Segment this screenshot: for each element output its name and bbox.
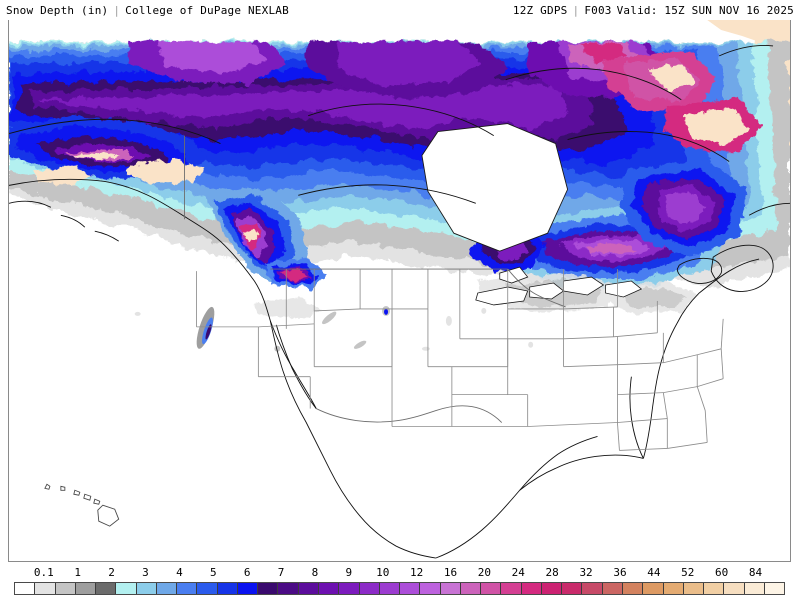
colorbar-swatch[interactable] bbox=[217, 583, 238, 594]
cascades-snow bbox=[264, 257, 327, 290]
colorbar-tick-label: 4 bbox=[176, 566, 183, 579]
colorbar-swatch[interactable] bbox=[15, 583, 36, 594]
colorbar-swatch[interactable] bbox=[75, 583, 97, 594]
colorbar-swatch[interactable] bbox=[35, 583, 56, 594]
colorbar-tick-label: 24 bbox=[511, 566, 525, 579]
colorbar-swatch[interactable] bbox=[521, 583, 542, 594]
colorbar-tick-labels: 0.1 1 2 3 4 5 6 7 8 9 10 12 16 20 24 28 32 36 44 52 60 84 bbox=[8, 566, 791, 581]
colorbar-tick-label: 2 bbox=[108, 566, 115, 579]
colorbar-swatch[interactable] bbox=[318, 583, 340, 594]
product-title: Snow Depth (in) bbox=[6, 3, 109, 17]
colorbar-swatch[interactable] bbox=[278, 583, 299, 594]
hudson-bay-water bbox=[421, 123, 569, 252]
colorbar-swatches[interactable] bbox=[14, 582, 785, 595]
colorbar-swatch[interactable] bbox=[420, 583, 441, 594]
colorbar-tick-label: 10 bbox=[376, 566, 390, 579]
colorbar-swatch[interactable] bbox=[602, 583, 623, 594]
colorbar-tick-label: 5 bbox=[209, 566, 217, 579]
colorbar-swatch[interactable] bbox=[136, 583, 157, 594]
colorbar-swatch[interactable] bbox=[379, 583, 401, 594]
colorbar-swatch[interactable] bbox=[764, 583, 785, 594]
colorbar-tick-label: 84 bbox=[748, 566, 763, 579]
colorbar-swatch[interactable] bbox=[663, 583, 684, 594]
colorbar-tick-label: 1 bbox=[74, 566, 82, 579]
hawaii-islands bbox=[44, 483, 120, 527]
colorbar-swatch[interactable] bbox=[643, 583, 664, 594]
colorbar-tick-label: 52 bbox=[681, 566, 695, 579]
header-separator-right: | bbox=[572, 3, 580, 17]
colorbar-tick-label: 8 bbox=[311, 566, 319, 579]
great-lakes-water bbox=[475, 266, 643, 306]
colorbar-swatch[interactable] bbox=[197, 583, 218, 594]
colorbar-swatch[interactable] bbox=[156, 583, 178, 594]
alaska-snow bbox=[9, 115, 209, 186]
colorbar-swatch[interactable] bbox=[55, 583, 76, 594]
scattered-mountain-snow bbox=[134, 305, 534, 352]
colorbar-swatch[interactable] bbox=[237, 583, 259, 594]
coastlines bbox=[9, 44, 790, 559]
header-right-group: 12Z GDPS | F003 Valid: 15Z SUN NOV 16 20… bbox=[513, 4, 794, 17]
colorbar-tick-label: 9 bbox=[345, 566, 353, 579]
header-left-group: Snow Depth (in) | College of DuPage NEXL… bbox=[6, 4, 289, 17]
header-bar: Snow Depth (in) | College of DuPage NEXL… bbox=[0, 0, 800, 20]
colorbar-swatch[interactable] bbox=[460, 583, 482, 594]
colorbar-tick-label: 32 bbox=[579, 566, 593, 579]
colorbar-swatch[interactable] bbox=[440, 583, 461, 594]
colorbar-tick-label: 7 bbox=[277, 566, 285, 579]
colorbar-swatch[interactable] bbox=[704, 583, 725, 594]
colorbar-tick-label: 20 bbox=[477, 566, 492, 579]
us-state-borders bbox=[196, 269, 724, 451]
colorbar-swatch[interactable] bbox=[339, 583, 360, 594]
colorbar-swatch[interactable] bbox=[541, 583, 563, 594]
labrador-snow bbox=[619, 159, 748, 258]
colorbar-swatch[interactable] bbox=[116, 583, 137, 594]
colorbar-tick-label: 12 bbox=[409, 566, 424, 579]
colorbar-swatch[interactable] bbox=[177, 583, 198, 594]
international-borders bbox=[184, 135, 566, 423]
colorbar-swatch[interactable] bbox=[582, 583, 603, 594]
colorbar-swatch[interactable] bbox=[744, 583, 765, 594]
forecast-hour-label: F003 bbox=[584, 3, 612, 17]
colorbar[interactable]: 0.1 1 2 3 4 5 6 7 8 9 10 12 16 20 24 28 32 36 44 52 60 84 bbox=[8, 566, 791, 596]
map-canvas[interactable] bbox=[8, 19, 791, 562]
colorbar-swatch[interactable] bbox=[724, 583, 745, 594]
colorbar-swatch[interactable] bbox=[562, 583, 583, 594]
colorbar-swatch[interactable] bbox=[359, 583, 380, 594]
colorbar-swatch[interactable] bbox=[622, 583, 644, 594]
arctic-deep-snow bbox=[128, 41, 764, 154]
colorbar-tick-label: 16 bbox=[443, 566, 458, 579]
colorbar-tick-label: 6 bbox=[243, 566, 251, 579]
colorbar-swatch[interactable] bbox=[298, 583, 319, 594]
colorbar-tick-label: 28 bbox=[545, 566, 559, 579]
model-run-label: 12Z GDPS bbox=[512, 3, 568, 17]
data-source-label: College of DuPage NEXLAB bbox=[125, 3, 289, 17]
colorbar-tick-label: 0.1 bbox=[33, 566, 54, 579]
colorbar-swatch[interactable] bbox=[96, 583, 117, 594]
colorbar-tick-label: 44 bbox=[647, 566, 661, 579]
colorbar-swatch[interactable] bbox=[258, 583, 279, 594]
snow-depth-map-svg bbox=[9, 20, 790, 561]
colorbar-tick-label: 60 bbox=[715, 566, 729, 579]
colorbar-swatch[interactable] bbox=[400, 583, 421, 594]
valid-time-label: Valid: 15Z SUN NOV 16 2025 bbox=[616, 3, 794, 17]
colorbar-swatch[interactable] bbox=[481, 583, 502, 594]
colorbar-tick-label: 3 bbox=[142, 566, 149, 579]
colorbar-tick-label: 36 bbox=[613, 566, 627, 579]
header-separator-left: | bbox=[113, 3, 121, 17]
colorbar-swatch[interactable] bbox=[683, 583, 705, 594]
colorbar-swatch[interactable] bbox=[501, 583, 522, 594]
